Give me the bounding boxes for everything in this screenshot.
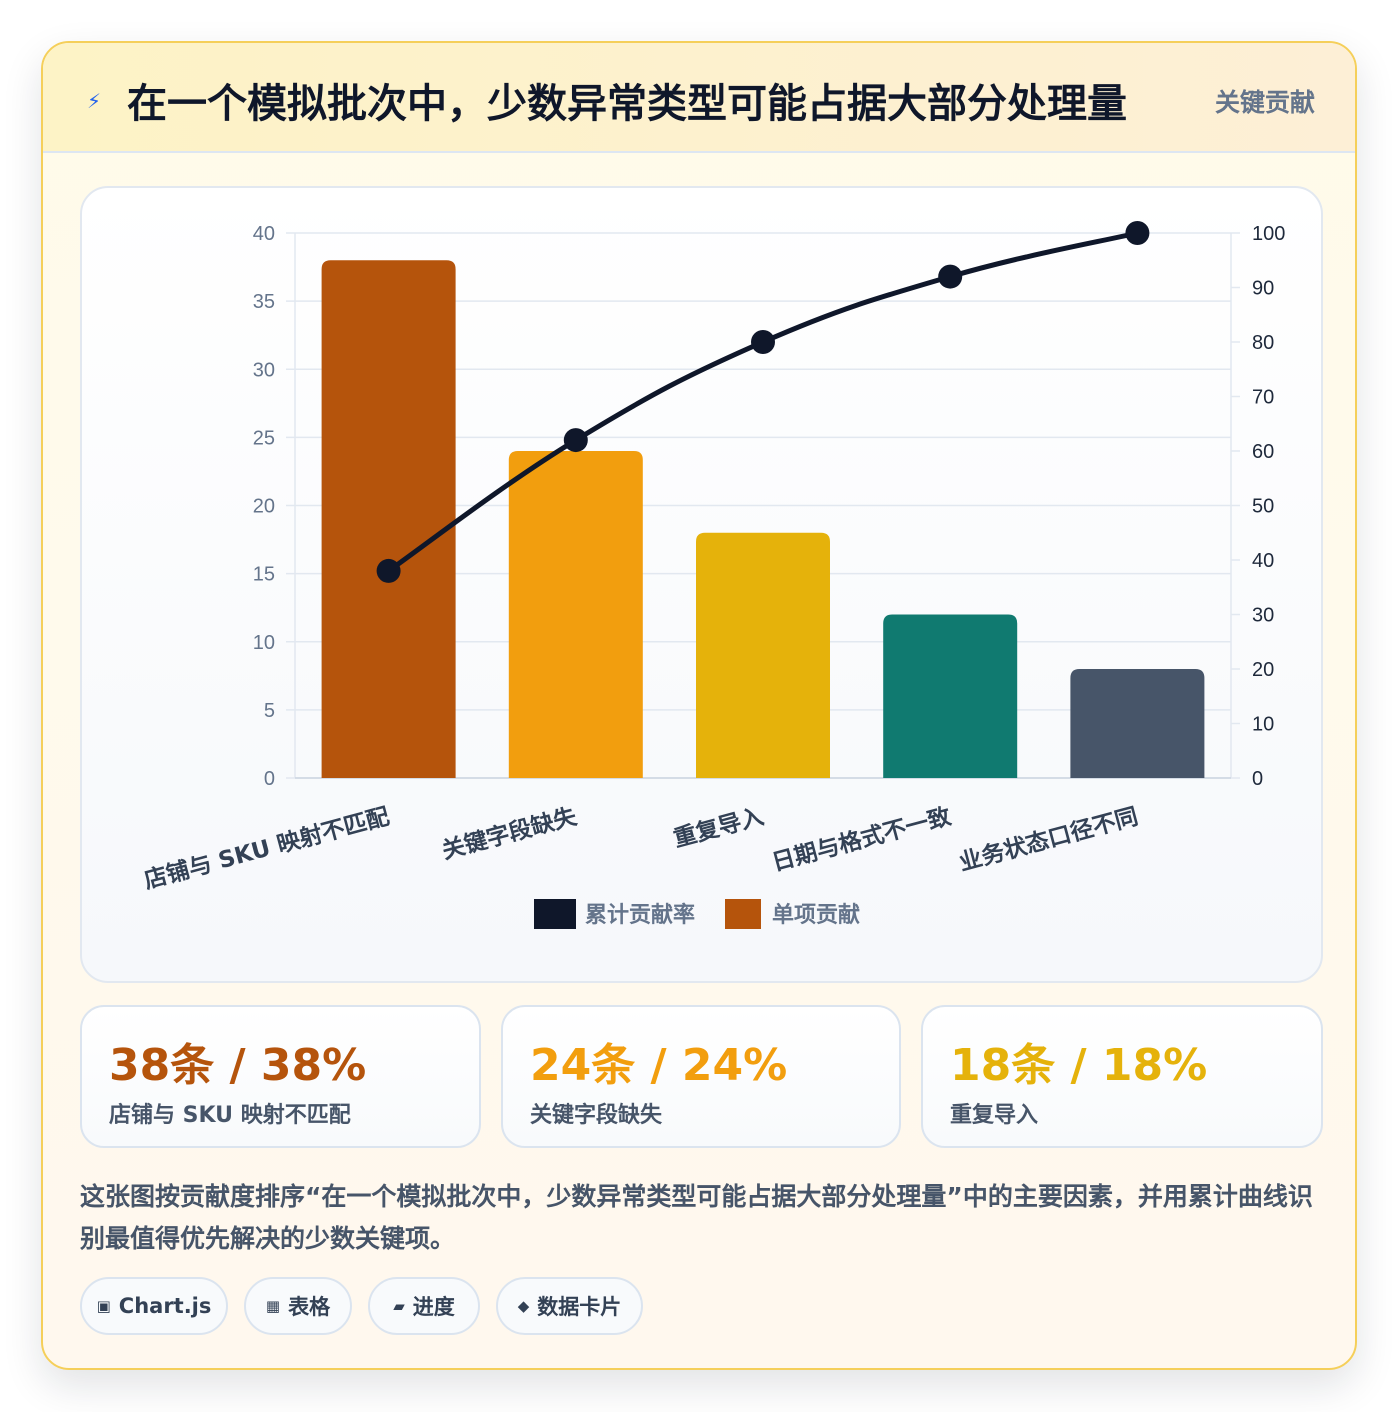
- y-right-tick-label: 100: [1252, 223, 1285, 245]
- stat-card-2: 24条 / 24% 关键字段缺失: [501, 1005, 901, 1148]
- tag-data-card[interactable]: ◆ 数据卡片: [496, 1277, 643, 1335]
- chart-panel: 0 5 10 15 20 25 30 35 40 0 10 20 30 40 50 60 70 80 90 100 店铺…: [80, 186, 1323, 983]
- chart-description: 这张图按贡献度排序“在一个模拟批次中，少数异常类型可能占据大部分处理量”中的主要…: [80, 1182, 1313, 1253]
- bar: [508, 451, 643, 778]
- y-left-tick-label: 5: [264, 700, 275, 722]
- y-right-tick-label: 60: [1252, 441, 1274, 463]
- tag-chartjs[interactable]: ▣ Chart.js: [80, 1277, 228, 1335]
- y-left-tick-label: 15: [253, 564, 275, 586]
- table-icon: ▦: [265, 1297, 281, 1315]
- tag-label: 表格: [288, 1295, 331, 1319]
- cumulative-point: [938, 264, 963, 289]
- y-right-tick-label: 40: [1252, 550, 1274, 572]
- tag-label: Chart.js: [118, 1294, 212, 1318]
- x-tick-label: 日期与格式不一致: [769, 802, 955, 876]
- cumulative-line: [387, 230, 1138, 573]
- bar: [696, 532, 830, 778]
- y-left-tick-label: 35: [253, 291, 275, 313]
- tag-table[interactable]: ▦ 表格: [244, 1277, 352, 1335]
- chip-icon: ▣: [96, 1297, 111, 1315]
- cumulative-point: [376, 558, 401, 583]
- stat-label: 店铺与 SKU 映射不匹配: [109, 1103, 351, 1128]
- cumulative-point: [563, 428, 588, 453]
- y-left-tick-label: 0: [264, 768, 275, 790]
- tag-label: 数据卡片: [537, 1295, 622, 1319]
- bar: [1070, 669, 1205, 778]
- y-left-tick-label: 30: [253, 359, 275, 381]
- tag-label: 进度: [412, 1295, 455, 1319]
- diamond-icon: ◆: [517, 1297, 530, 1315]
- stat-value: 18条 / 18%: [950, 1040, 1208, 1091]
- legend-swatch-cumulative: [534, 899, 576, 929]
- stat-value: 38条 / 38%: [109, 1040, 367, 1091]
- card-header: ⚡ 在一个模拟批次中，少数异常类型可能占据大部分处理量 关键贡献: [43, 43, 1355, 153]
- header-badge: 关键贡献: [1214, 88, 1315, 117]
- y-left-tick-label: 10: [253, 632, 275, 654]
- bar: [883, 614, 1018, 778]
- y-right-tick-label: 20: [1252, 659, 1274, 681]
- y-right-tick-label: 70: [1252, 387, 1274, 409]
- y-right-tick-label: 10: [1252, 714, 1274, 736]
- x-tick-label: 店铺与 SKU 映射不匹配: [141, 803, 392, 894]
- y-right-tick-label: 90: [1252, 278, 1274, 300]
- tag-progress[interactable]: ▰ 进度: [368, 1277, 480, 1335]
- legend-label-cumulative: 累计贡献率: [585, 902, 695, 928]
- stat-label: 重复导入: [950, 1103, 1039, 1128]
- cumulative-point: [1125, 221, 1150, 245]
- y-left-tick-label: 25: [253, 427, 275, 449]
- x-tick-label: 业务状态口径不同: [956, 803, 1141, 877]
- y-left-tick-label: 20: [253, 496, 275, 518]
- page-title: 在一个模拟批次中，少数异常类型可能占据大部分处理量: [127, 81, 1127, 127]
- y-right-tick-label: 50: [1252, 496, 1274, 518]
- y-right-tick-label: 0: [1252, 768, 1263, 790]
- progress-icon: ▰: [393, 1297, 405, 1315]
- legend-swatch-single: [725, 899, 761, 929]
- stat-label: 关键字段缺失: [530, 1103, 663, 1128]
- y-right-tick-label: 80: [1252, 332, 1274, 354]
- pareto-chart: 0 5 10 15 20 25 30 35 40 0 10 20 30 40 50 60 70 80 90 100 店铺…: [141, 221, 1285, 929]
- x-tick-label: 重复导入: [671, 804, 767, 853]
- chart-card: ⚡ 在一个模拟批次中，少数异常类型可能占据大部分处理量 关键贡献 0 5 10 15 2…: [41, 41, 1357, 1370]
- stat-card-1: 38条 / 38% 店铺与 SKU 映射不匹配: [80, 1005, 481, 1148]
- y-right-tick-label: 30: [1252, 605, 1274, 627]
- lightning-icon: ⚡: [87, 89, 102, 113]
- bar: [321, 260, 456, 778]
- y-left-tick-label: 40: [253, 223, 275, 245]
- cumulative-point: [751, 330, 775, 354]
- stat-value: 24条 / 24%: [530, 1040, 788, 1091]
- legend-label-single: 单项贡献: [772, 902, 860, 928]
- stat-card-3: 18条 / 18% 重复导入: [921, 1005, 1323, 1148]
- x-tick-label: 关键字段缺失: [439, 802, 580, 864]
